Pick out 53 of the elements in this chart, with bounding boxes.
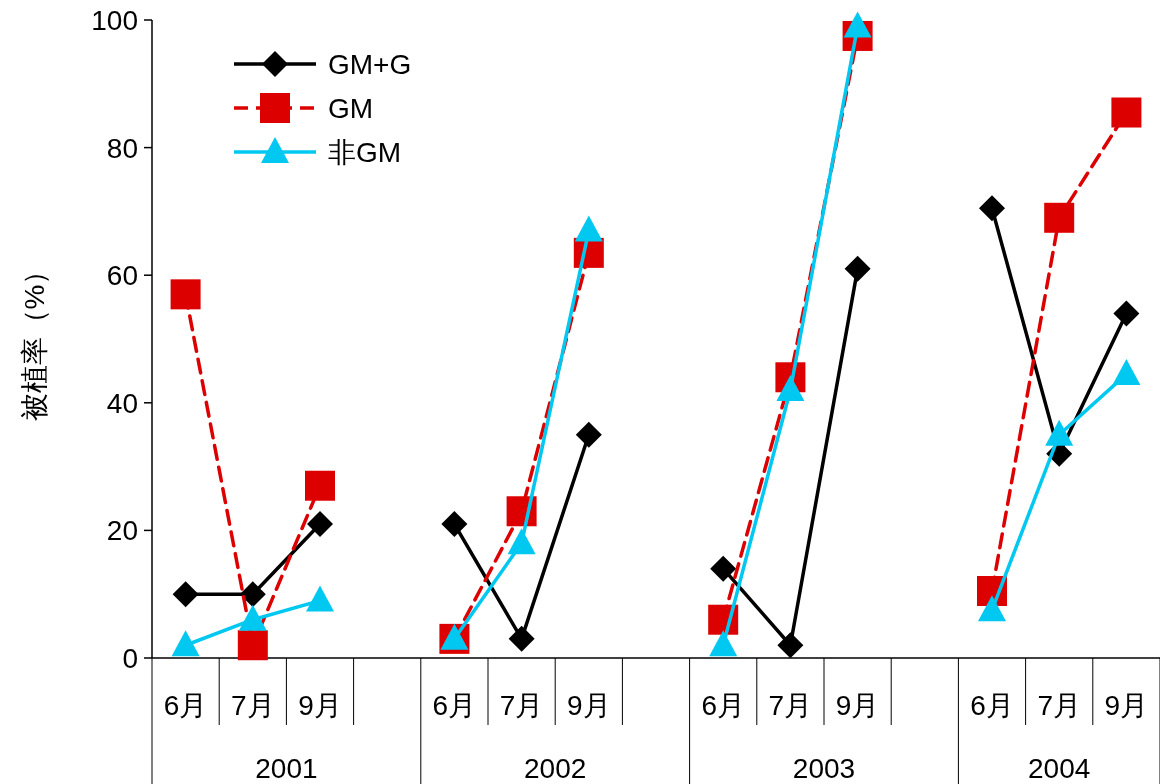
point [172,581,199,608]
point [238,604,267,631]
point [1044,202,1075,233]
point [776,375,805,402]
point [305,470,335,501]
y-tick-label: 80 [106,132,138,164]
x-tick-label: 7月 [499,690,544,721]
x-tick-label: 6月 [970,690,1014,721]
x-tick-label: 9月 [567,690,611,721]
y-tick-label: 0 [122,643,138,674]
point [978,595,1006,622]
point [1045,419,1074,446]
point [574,215,603,242]
x-tick-label: 6月 [432,690,477,721]
point [844,255,871,282]
text: 2004 [1028,753,1091,784]
legend-label: GM [328,93,374,124]
point [1112,359,1141,386]
point [239,581,266,608]
x-tick-label: 7月 [768,690,813,721]
legend-label: GM+G [328,49,412,80]
point [508,625,535,652]
point [306,585,334,612]
text: 2001 [255,753,318,784]
y-axis-title: 被植率（%） [19,256,50,422]
point [843,11,872,38]
point [777,632,804,659]
point [237,630,268,661]
x-tick-label: 7月 [231,690,275,721]
point [710,555,737,582]
x-tick-label: 9月 [835,690,880,721]
point [1113,300,1140,327]
point [575,421,602,448]
y-tick-label: 40 [106,387,138,419]
point [979,195,1005,222]
point [441,511,468,538]
y-tick-label: 20 [106,515,138,547]
x-tick-label: 6月 [163,690,208,721]
point [170,279,201,310]
point [1111,97,1142,128]
y-tick-label: 60 [106,260,138,292]
point [171,630,200,657]
point [709,630,738,657]
x-tick-label: 9月 [1104,690,1149,721]
text: 2003 [792,753,856,784]
point [507,528,536,555]
text: 2002 [524,753,587,784]
point [307,511,333,538]
x-tick-label: 6月 [701,690,745,721]
x-tick-label: 7月 [1037,690,1081,721]
x-tick-label: 9月 [298,690,342,721]
legend-label: 非GM [328,137,402,168]
y-tick-label: 100 [91,5,138,36]
